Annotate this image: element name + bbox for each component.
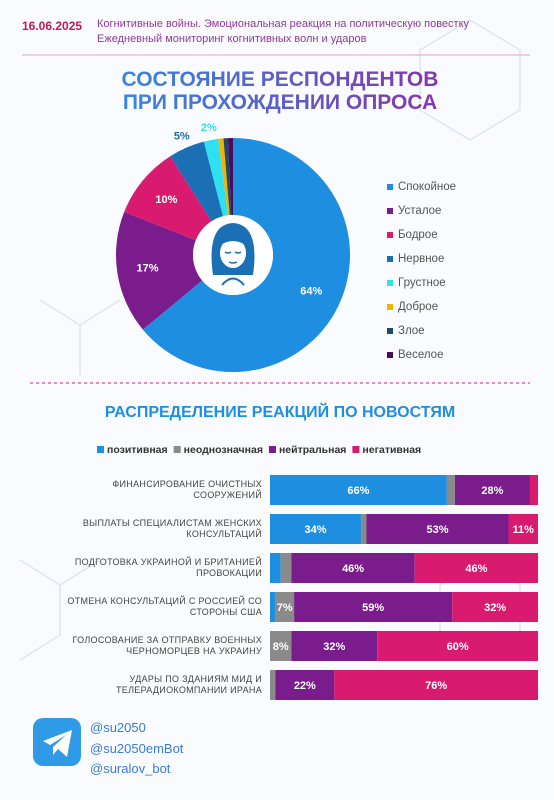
legend-label: Нервное bbox=[398, 253, 444, 265]
legend-label: негативная bbox=[362, 444, 421, 456]
bar-title: РАСПРЕДЕЛЕНИЕ РЕАКЦИЙ ПО НОВОСТЯМ bbox=[104, 404, 456, 421]
legend-swatch bbox=[387, 304, 393, 310]
pie-slice bbox=[124, 156, 212, 241]
legend-swatch bbox=[387, 352, 393, 358]
category-label: Голосование за отправку военных черномор… bbox=[72, 635, 262, 656]
background-decor bbox=[19, 19, 521, 661]
bar-segment bbox=[270, 631, 292, 661]
legend-swatch bbox=[352, 446, 360, 453]
legend-label: нейтральная bbox=[279, 444, 346, 456]
bar-segment bbox=[377, 631, 538, 661]
bar-segment bbox=[452, 592, 538, 622]
pie-slice bbox=[170, 141, 224, 222]
bar-segment bbox=[291, 631, 378, 661]
bar-label: 46% bbox=[465, 563, 487, 575]
telegram-plane bbox=[43, 730, 72, 757]
slice-label: 2% bbox=[201, 122, 217, 134]
legend-label: Доброе bbox=[398, 301, 438, 313]
legend-swatch bbox=[173, 446, 181, 453]
category-label: Финансирование очистных сооружений bbox=[112, 479, 262, 500]
pie-slice bbox=[227, 138, 233, 216]
legend-swatch bbox=[387, 232, 393, 238]
bar-label: 28% bbox=[481, 485, 503, 497]
bar-segment bbox=[275, 670, 335, 700]
bar-segment bbox=[446, 475, 455, 505]
bar-segment bbox=[270, 475, 447, 505]
pie-slice bbox=[142, 138, 350, 373]
bar-segment bbox=[275, 592, 295, 622]
handle[interactable]: @su2050emBot bbox=[90, 741, 184, 756]
legend-swatch bbox=[268, 446, 276, 453]
bar-segment bbox=[414, 553, 538, 583]
slice-label: 64% bbox=[300, 286, 322, 298]
slice-label: 5% bbox=[174, 131, 190, 143]
bar-label: 60% bbox=[447, 641, 469, 653]
pie-title: СОСТОЯНИЕ РЕСПОНДЕНТОВ ПРИ ПРОХОЖДЕНИИ О… bbox=[100, 68, 460, 114]
category-label: Выплаты специалистам женских консультаци… bbox=[82, 518, 262, 539]
avatar-icon bbox=[193, 215, 273, 295]
bar-label: 32% bbox=[484, 602, 506, 614]
legend-label: Грустное bbox=[398, 277, 446, 289]
legend-label: неоднозначная bbox=[184, 444, 263, 456]
legend-swatch bbox=[97, 446, 104, 453]
legend-swatch bbox=[387, 256, 393, 262]
bar-segment bbox=[291, 553, 415, 583]
bar-segment bbox=[366, 514, 509, 544]
bar-label: 59% bbox=[362, 602, 384, 614]
legend-swatch bbox=[387, 280, 393, 286]
bar-segment bbox=[334, 670, 538, 700]
handle[interactable]: @suralov_bot bbox=[90, 761, 171, 776]
legend-label: Бодрое bbox=[398, 229, 438, 241]
bar-segment bbox=[270, 592, 276, 622]
category-label: Подготовка Украиной и Британией провокац… bbox=[74, 557, 262, 578]
legend-label: позитивная bbox=[107, 444, 168, 456]
header-line: Ежедневный мониторинг когнитивных волн и… bbox=[97, 33, 367, 45]
bar-label: 76% bbox=[425, 680, 447, 692]
bar-label: 32% bbox=[323, 641, 345, 653]
bar-segment bbox=[454, 475, 530, 505]
bar-label: 11% bbox=[513, 524, 535, 536]
bar-segment bbox=[361, 514, 367, 544]
bar-label: 34% bbox=[305, 524, 327, 536]
pie-slice bbox=[115, 211, 203, 330]
pie-slice bbox=[218, 138, 230, 216]
legend-swatch bbox=[387, 184, 393, 190]
bar-segment bbox=[270, 553, 281, 583]
legend-swatch bbox=[387, 328, 393, 334]
bar-segment bbox=[294, 592, 453, 622]
telegram-icon bbox=[33, 718, 81, 766]
bar-segment bbox=[280, 553, 292, 583]
bar-label: 46% bbox=[342, 563, 364, 575]
category-label: Удары по зданиям МИД и телерадиокомпании… bbox=[116, 674, 262, 695]
bar-label: 53% bbox=[426, 524, 448, 536]
bar-label: 66% bbox=[347, 485, 369, 497]
legend-label: Усталое bbox=[398, 205, 441, 217]
bar-label: 22% bbox=[294, 680, 316, 692]
header-line: Когнитивные войны. Эмоциональная реакция… bbox=[97, 18, 470, 30]
bar-label: 8% bbox=[273, 641, 289, 653]
legend-swatch bbox=[387, 208, 393, 214]
bar-segment bbox=[270, 514, 362, 544]
bar-segment bbox=[508, 514, 538, 544]
legend-label: Злое bbox=[398, 325, 425, 337]
slice-label: 10% bbox=[155, 194, 177, 206]
category-label: Отмена консультаций с Россией со стороны… bbox=[67, 596, 262, 617]
date: 16.06.2025 bbox=[22, 19, 83, 33]
slice-label: 17% bbox=[137, 262, 159, 274]
legend-label: Веселое bbox=[398, 349, 443, 361]
pie-slice bbox=[223, 138, 232, 216]
pie-slice bbox=[203, 138, 228, 217]
legend-label: Спокойное bbox=[398, 181, 456, 193]
bar-segment bbox=[529, 475, 538, 505]
handle[interactable]: @su2050 bbox=[90, 720, 146, 735]
bar-label: 7% bbox=[277, 602, 293, 614]
bar-segment bbox=[270, 670, 276, 700]
